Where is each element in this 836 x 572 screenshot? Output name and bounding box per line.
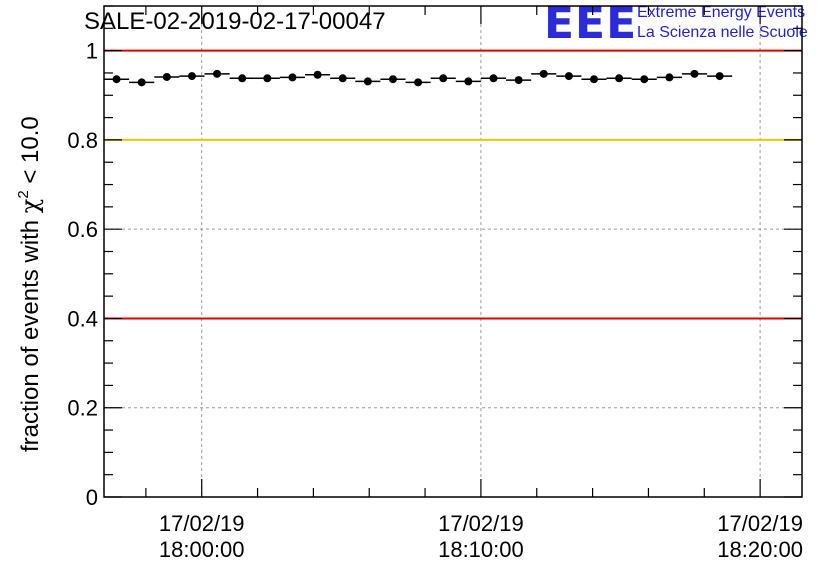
data-point bbox=[489, 74, 498, 83]
data-point bbox=[388, 75, 397, 84]
data-points bbox=[104, 69, 733, 87]
plot-frame bbox=[103, 5, 803, 498]
superscript-2: 2 bbox=[15, 190, 32, 198]
axis-labels: 00.20.40.60.8117/02/1918:00:0017/02/1918… bbox=[67, 39, 803, 562]
data-point bbox=[288, 73, 297, 82]
data-point bbox=[263, 74, 272, 83]
chart-title: SALE-02-2019-02-17-00047 bbox=[84, 8, 386, 35]
y-tick-label: 0.6 bbox=[67, 217, 98, 242]
logo-text: Extreme Energy Events La Scienza nelle S… bbox=[637, 3, 808, 43]
axis-ticks bbox=[104, 5, 802, 498]
x-tick-label-time: 18:10:00 bbox=[438, 537, 524, 562]
y-tick-label: 0.4 bbox=[67, 306, 98, 331]
logo-line-1: Extreme Energy Events bbox=[637, 4, 806, 21]
data-point bbox=[640, 75, 649, 84]
y-axis-label: fraction of events with χ2 < 10.0 bbox=[15, 116, 44, 452]
data-point bbox=[665, 73, 674, 82]
y-tick-label: 1 bbox=[86, 39, 98, 64]
grid-layer bbox=[104, 6, 802, 498]
data-point bbox=[112, 75, 121, 84]
data-point bbox=[564, 72, 573, 81]
x-tick-label-time: 18:20:00 bbox=[717, 537, 803, 562]
data-point bbox=[414, 78, 423, 87]
x-tick-label-date: 17/02/19 bbox=[438, 511, 524, 536]
y-tick-label: 0.2 bbox=[67, 396, 98, 421]
logo-line-2: La Scienza nelle Scuole bbox=[637, 24, 808, 41]
data-point bbox=[690, 69, 699, 78]
data-point bbox=[187, 72, 196, 81]
data-point bbox=[338, 74, 347, 83]
data-point bbox=[137, 78, 146, 87]
data-point bbox=[589, 75, 598, 84]
data-point bbox=[238, 74, 247, 83]
chi-symbol: χ bbox=[16, 198, 44, 213]
data-point bbox=[514, 76, 523, 85]
data-point bbox=[715, 72, 724, 81]
reference-lines bbox=[104, 49, 802, 320]
data-point bbox=[213, 69, 222, 78]
data-point bbox=[439, 74, 448, 83]
y-tick-label: 0.8 bbox=[67, 128, 98, 153]
x-tick-label-date: 17/02/19 bbox=[717, 511, 803, 536]
data-point bbox=[363, 77, 372, 86]
y-axis-label-suffix: < 10.0 bbox=[17, 116, 44, 190]
x-tick-label-date: 17/02/19 bbox=[159, 511, 245, 536]
data-point bbox=[162, 72, 171, 81]
y-tick-label: 0 bbox=[86, 485, 98, 510]
data-point bbox=[615, 74, 624, 83]
eee-logo: EEE bbox=[544, 0, 638, 49]
data-point bbox=[313, 70, 322, 79]
data-point bbox=[539, 69, 548, 78]
y-axis-label-prefix: fraction of events with bbox=[17, 213, 44, 452]
data-point bbox=[464, 77, 473, 86]
x-tick-label-time: 18:00:00 bbox=[159, 537, 245, 562]
